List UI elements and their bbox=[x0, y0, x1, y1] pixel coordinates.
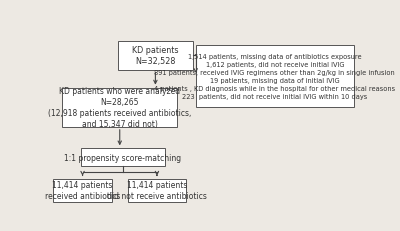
Text: 11,414 patients
received antibiotics: 11,414 patients received antibiotics bbox=[45, 180, 120, 201]
Text: 1,514 patients, missing data of antibiotics exposure
1,612 patients, did not rec: 1,514 patients, missing data of antibiot… bbox=[154, 54, 395, 100]
Bar bbox=[118, 42, 193, 70]
Bar bbox=[128, 179, 186, 202]
Bar bbox=[196, 46, 354, 108]
Text: 1:1 propensity score-matching: 1:1 propensity score-matching bbox=[64, 153, 182, 162]
Text: 11,414 patients
did not receive antibiotics: 11,414 patients did not receive antibiot… bbox=[107, 180, 207, 201]
Bar bbox=[53, 179, 112, 202]
Text: KD patients
N=32,528: KD patients N=32,528 bbox=[132, 46, 179, 66]
Bar bbox=[81, 149, 165, 167]
Text: KD patients who were analyzed
N=28,265
(12,918 patients received antibiotics,
an: KD patients who were analyzed N=28,265 (… bbox=[48, 87, 192, 129]
Bar bbox=[62, 88, 177, 127]
